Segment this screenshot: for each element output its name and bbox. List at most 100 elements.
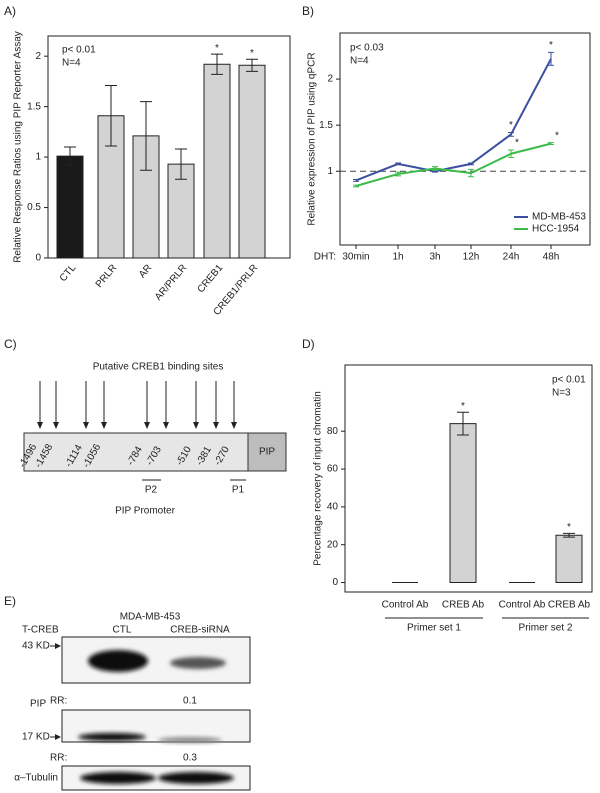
band — [158, 772, 234, 784]
x-tick-label: 3h — [429, 252, 440, 263]
blot-target: PIP — [30, 699, 46, 710]
significance: * — [555, 130, 559, 141]
error-bar — [395, 162, 401, 166]
band — [88, 650, 148, 672]
y-tick-label: 0 — [35, 253, 41, 264]
y-axis-label: Relative Response Ratios using PIP Repor… — [13, 31, 24, 263]
y-tick-label: 60 — [327, 464, 339, 475]
x-tick-label: 1h — [392, 252, 403, 263]
plot-frame — [339, 32, 591, 246]
error-bar — [353, 184, 359, 188]
band — [158, 737, 222, 743]
error-bar — [548, 51, 554, 66]
site-arrow-head — [101, 422, 107, 429]
significance: * — [215, 43, 219, 54]
rr-label: RR: — [50, 753, 67, 764]
site-arrow-head — [163, 422, 169, 429]
arrow-head — [55, 734, 61, 740]
lane-label: CREB-siRNA — [170, 625, 230, 636]
line-series — [355, 58, 552, 182]
arrow-head — [55, 643, 61, 649]
blot-target: α–Tubulin — [14, 773, 58, 784]
significance: * — [250, 48, 254, 59]
y-tick-label: 2 — [327, 74, 333, 85]
annotation: p< 0.03 — [350, 43, 384, 54]
y-tick-label: 0.5 — [27, 202, 41, 213]
y-tick-label: 40 — [327, 502, 339, 513]
annotation: N=3 — [552, 388, 571, 399]
y-tick-label: 80 — [327, 426, 339, 437]
error-bar — [508, 149, 514, 158]
bar — [97, 115, 125, 259]
western-blot: MDA-MB-453 CTL CREB-siRNA T-CREB 43 KD R… — [14, 612, 251, 791]
site-arrow-head — [213, 422, 219, 429]
bar — [203, 63, 231, 259]
gene-label: PIP — [259, 447, 275, 458]
bar — [238, 64, 266, 259]
blot-size: 17 KD — [22, 732, 50, 743]
site-arrow-head — [83, 422, 89, 429]
y-axis-label: Relative expression of PIP using qPCR — [307, 52, 318, 225]
gene-box — [247, 432, 287, 472]
y-tick-label: 1 — [35, 152, 41, 163]
x-tick-label: AR — [137, 263, 154, 281]
error-bar — [395, 171, 401, 177]
y-tick-label: 1.5 — [27, 101, 41, 112]
diagram-caption: PIP Promoter — [115, 506, 176, 517]
legend-label: MD-MB-453 — [532, 212, 586, 223]
x-tick-label: 30min — [342, 252, 369, 263]
significance: * — [549, 40, 553, 51]
x-tick-label: CTL — [58, 262, 79, 284]
panel-label: B) — [302, 4, 314, 18]
x-tick-label: CREB Ab — [442, 600, 485, 611]
error-bar — [175, 148, 187, 180]
x-tick-label: Control Ab — [499, 600, 546, 611]
significance: * — [461, 401, 465, 412]
annotation: p< 0.01 — [552, 375, 586, 386]
x-axis-label: DHT: — [314, 252, 336, 263]
error-bar — [246, 58, 258, 72]
error-bar — [432, 166, 438, 171]
rr-value: 0.3 — [183, 753, 197, 764]
error-bar — [508, 132, 514, 137]
y-axis-label: Percentage recovery of input chromatin — [313, 391, 324, 566]
site-arrow-head — [144, 422, 150, 429]
annotation: p< 0.01 — [62, 45, 96, 56]
primer-label: P1 — [232, 485, 245, 496]
x-tick-label: CREB1 — [195, 262, 225, 295]
x-tick-label: PRLR — [94, 263, 120, 291]
x-tick-label: 48h — [543, 252, 560, 263]
annotation: N=4 — [62, 58, 81, 69]
promoter-box — [23, 432, 249, 472]
error-bar — [353, 179, 359, 182]
line-series — [355, 142, 552, 187]
promoter-diagram: Putative CREB1 binding sites PIP P2 P1 P… — [17, 362, 287, 517]
legend-label: HCC-1954 — [532, 224, 580, 235]
error-bar — [563, 532, 575, 538]
rr-value: 0.1 — [183, 696, 197, 707]
x-tick-label: 12h — [463, 252, 480, 263]
bar — [56, 155, 84, 259]
bar — [449, 423, 477, 584]
panel-label: D) — [302, 337, 315, 351]
panel-label: C) — [4, 337, 17, 351]
blot-title: MDA-MB-453 — [120, 612, 181, 623]
group-label: Primer set 1 — [407, 623, 461, 634]
bar — [132, 135, 160, 259]
site-arrow-head — [37, 422, 43, 429]
primer-label: P2 — [145, 485, 158, 496]
y-tick-label: 0 — [332, 577, 338, 588]
lane-label: CTL — [113, 625, 132, 636]
chart: 0 0.5 1 1.5 2 Relative Response Ratios using … — [13, 31, 291, 318]
blot-size: 43 KD — [22, 641, 50, 652]
site-arrow-head — [193, 422, 199, 429]
error-bar — [105, 84, 117, 147]
x-tick-label: 24h — [503, 252, 520, 263]
error-bar — [457, 411, 469, 436]
annotation: N=4 — [350, 56, 369, 67]
y-tick-label: 2 — [35, 51, 41, 62]
x-tick-label: Control Ab — [382, 600, 429, 611]
band — [78, 733, 146, 741]
